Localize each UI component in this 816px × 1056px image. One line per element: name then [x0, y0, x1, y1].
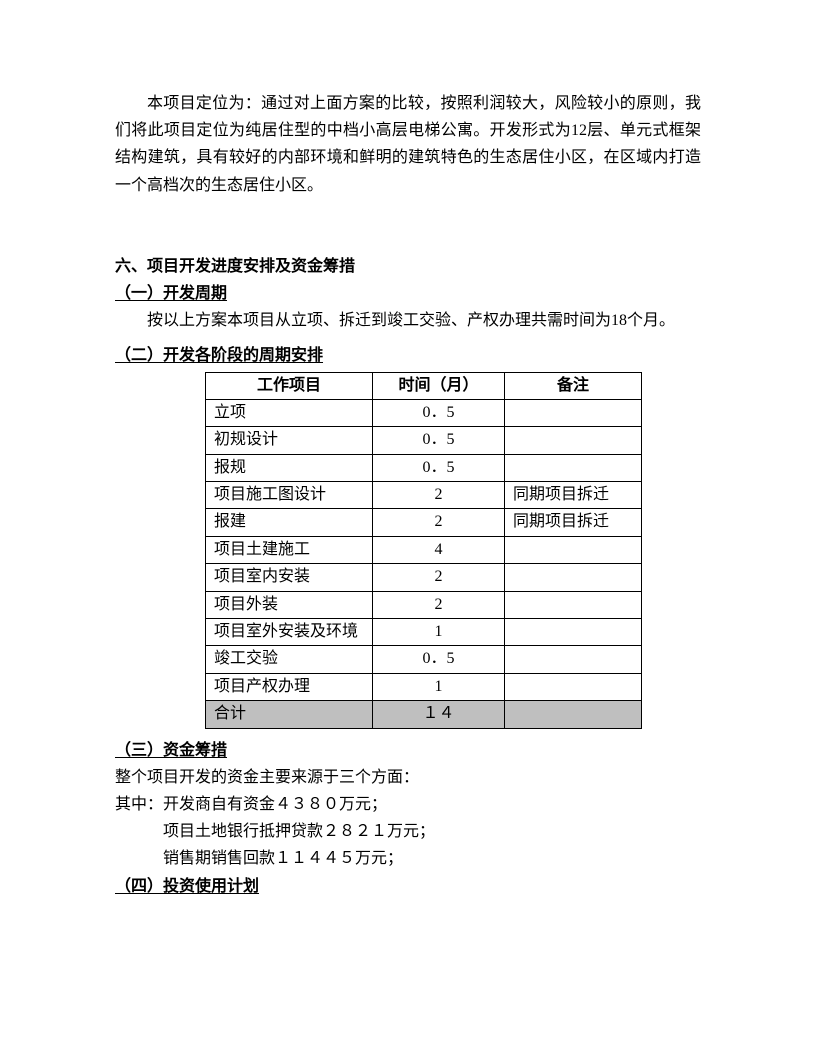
cell-task: 立项: [206, 399, 373, 426]
cell-note: [505, 673, 642, 700]
cell-note: [505, 427, 642, 454]
cell-task: 项目施工图设计: [206, 482, 373, 509]
cell-total-time: １４: [373, 701, 505, 728]
table-row: 项目室内安装 2: [206, 564, 642, 591]
th-note: 备注: [505, 372, 642, 399]
th-time: 时间（月）: [373, 372, 505, 399]
cell-time: 2: [373, 482, 505, 509]
sub2-title: （二）开发各阶段的周期安排: [115, 342, 701, 369]
sub4-title: （四）投资使用计划: [115, 873, 701, 900]
table-row: 竣工交验 0．5: [206, 646, 642, 673]
schedule-table: 工作项目 时间（月） 备注 立项 0．5 初规设计 0．5 报规 0．5 项目施…: [205, 372, 642, 729]
cell-time: 0．5: [373, 427, 505, 454]
table-row: 初规设计 0．5: [206, 427, 642, 454]
table-total-row: 合计 １４: [206, 701, 642, 728]
cell-note: 同期项目拆迁: [505, 482, 642, 509]
table-row: 项目外装 2: [206, 591, 642, 618]
sub3-line2: 其中：开发商自有资金４３８０万元；: [115, 791, 701, 818]
sub3-title: （三）资金筹措: [115, 737, 701, 764]
cell-task: 竣工交验: [206, 646, 373, 673]
cell-time: 2: [373, 564, 505, 591]
table-row: 报建 2 同期项目拆迁: [206, 509, 642, 536]
cell-time: 0．5: [373, 646, 505, 673]
table-row: 立项 0．5: [206, 399, 642, 426]
spacer: [115, 199, 701, 253]
cell-task: 项目外装: [206, 591, 373, 618]
cell-note: [505, 399, 642, 426]
table-row: 报规 0．5: [206, 454, 642, 481]
cell-task: 初规设计: [206, 427, 373, 454]
cell-task: 项目产权办理: [206, 673, 373, 700]
table-row: 项目土建施工 4: [206, 536, 642, 563]
th-task: 工作项目: [206, 372, 373, 399]
cell-time: 0．5: [373, 454, 505, 481]
table-row: 项目产权办理 1: [206, 673, 642, 700]
table-row: 项目室外安装及环境 1: [206, 619, 642, 646]
section-6-title: 六、项目开发进度安排及资金筹措: [115, 253, 701, 280]
cell-task: 项目室内安装: [206, 564, 373, 591]
gap: [115, 334, 701, 342]
cell-task: 项目土建施工: [206, 536, 373, 563]
cell-note: [505, 619, 642, 646]
cell-note: [505, 454, 642, 481]
table-row: 项目施工图设计 2 同期项目拆迁: [206, 482, 642, 509]
cell-note: [505, 646, 642, 673]
sub1-text-span: 按以上方案本项目从立项、拆迁到竣工交验、产权办理共需时间为18个月。: [115, 307, 675, 334]
sub3-line3: 项目土地银行抵押贷款２８２１万元；: [115, 818, 701, 845]
cell-note: 同期项目拆迁: [505, 509, 642, 536]
cell-task: 项目室外安装及环境: [206, 619, 373, 646]
cell-note: [505, 536, 642, 563]
cell-time: 2: [373, 591, 505, 618]
cell-note: [505, 591, 642, 618]
cell-task: 报建: [206, 509, 373, 536]
table-header-row: 工作项目 时间（月） 备注: [206, 372, 642, 399]
cell-time: 0．5: [373, 399, 505, 426]
sub3-line4: 销售期销售回款１１４４５万元；: [115, 845, 701, 872]
gap: [115, 729, 701, 737]
cell-total-task: 合计: [206, 701, 373, 728]
document-page: 本项目定位为：通过对上面方案的比较，按照利润较大，风险较小的原则，我们将此项目定…: [0, 0, 816, 960]
cell-note: [505, 564, 642, 591]
sub1-title: （一）开发周期: [115, 280, 701, 307]
cell-time: 2: [373, 509, 505, 536]
sub3-line1: 整个项目开发的资金主要来源于三个方面：: [115, 764, 701, 791]
cell-total-note: [505, 701, 642, 728]
cell-time: 4: [373, 536, 505, 563]
sub1-text: 按以上方案本项目从立项、拆迁到竣工交验、产权办理共需时间为18个月。: [115, 307, 701, 334]
cell-task: 报规: [206, 454, 373, 481]
intro-paragraph: 本项目定位为：通过对上面方案的比较，按照利润较大，风险较小的原则，我们将此项目定…: [115, 90, 701, 199]
cell-time: 1: [373, 619, 505, 646]
cell-time: 1: [373, 673, 505, 700]
